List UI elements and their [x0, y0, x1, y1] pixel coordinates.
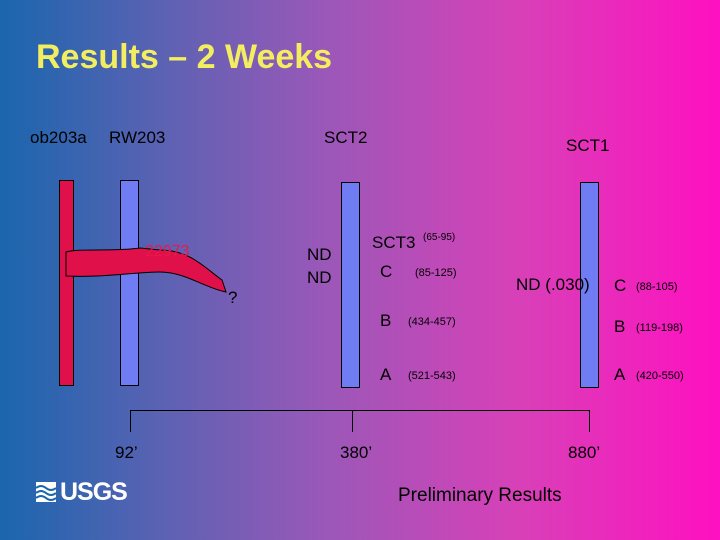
c-left-range: (85-125) — [415, 267, 457, 279]
a-right-label: A — [614, 365, 626, 384]
b-left-label: B — [380, 311, 392, 330]
tick-380 — [352, 410, 353, 432]
a-right-range: (420-550) — [636, 370, 684, 382]
distance-baseline — [130, 410, 590, 411]
c-right-label: C — [614, 276, 627, 295]
sct3-range: (65-95) — [423, 232, 456, 243]
usgs-logo-text: USGS — [60, 478, 128, 506]
distance-880: 880’ — [568, 443, 601, 462]
well-bar-sct1 — [580, 182, 599, 388]
well-bar-sct2 — [341, 182, 360, 388]
distance-380: 380’ — [340, 443, 373, 462]
c-left-label: C — [380, 262, 393, 281]
well-label-ob203a: ob203a — [30, 128, 87, 147]
a-left-range: (521-543) — [408, 370, 456, 382]
tick-92 — [130, 410, 131, 432]
question-mark: ? — [228, 288, 238, 307]
b-left-range: (434-457) — [408, 316, 456, 328]
usgs-wave-icon — [35, 482, 57, 502]
well-bar-ob203a — [59, 180, 74, 386]
nd-label-1: ND — [307, 245, 332, 264]
well-label-sct2: SCT2 — [324, 128, 368, 147]
sct3-label: SCT3 — [372, 233, 416, 252]
c-right-range: (88-105) — [636, 281, 678, 293]
well-bar-rw203 — [120, 180, 139, 386]
slide-title: Results – 2 Weeks — [36, 38, 333, 76]
nd-030-label: ND (.030) — [516, 275, 590, 294]
nd-label-2: ND — [307, 268, 332, 287]
well-label-sct1: SCT1 — [566, 136, 610, 155]
b-right-label: B — [614, 317, 626, 336]
tick-880 — [589, 410, 590, 432]
preliminary-results-note: Preliminary Results — [398, 485, 562, 506]
a-left-label: A — [380, 365, 392, 384]
well-label-rw203: RW203 — [109, 128, 166, 147]
b-right-range: (119-198) — [636, 322, 683, 334]
distance-92: 92’ — [115, 443, 138, 462]
value-22973: 22973 — [145, 243, 190, 260]
